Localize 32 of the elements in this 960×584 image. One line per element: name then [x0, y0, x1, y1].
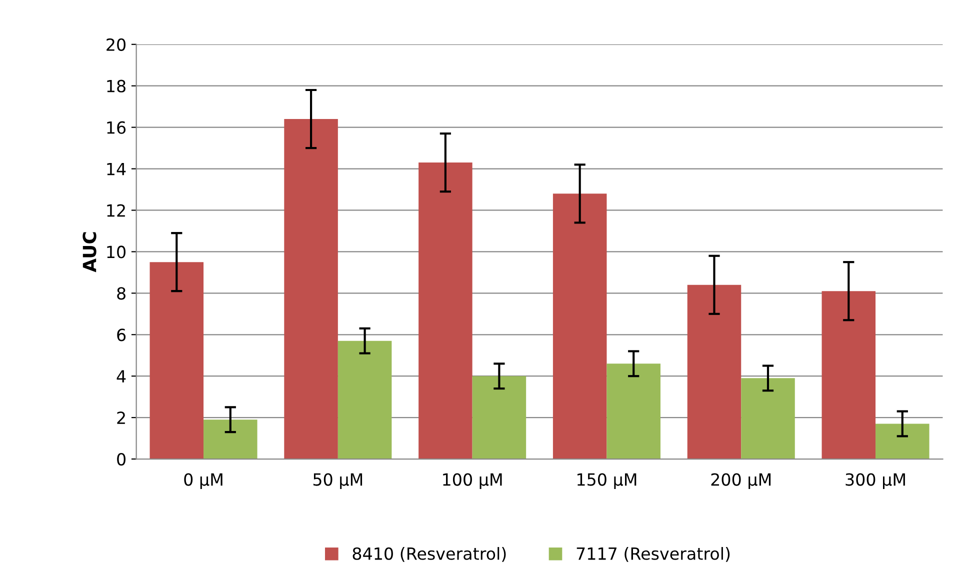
y-tick-label: 18	[107, 80, 126, 92]
bar	[150, 262, 204, 460]
legend-label: 8410 (Resveratrol)	[352, 547, 506, 562]
y-tick-label: 20	[106, 38, 126, 51]
y-axis-title: AUC	[82, 232, 96, 272]
bar	[552, 194, 607, 460]
bar	[284, 119, 338, 460]
legend-label: 7117 (Resveratrol)	[576, 547, 730, 562]
x-tick-label: 200 μM	[711, 473, 771, 490]
x-tick-label: 150 μM	[578, 473, 636, 490]
y-tick-label: 2	[117, 412, 125, 424]
y-tick-label: 12	[107, 204, 125, 217]
x-tick-label: 300 μM	[846, 473, 905, 490]
y-tick-label: 0	[117, 452, 126, 466]
y-tick-label: 6	[117, 328, 126, 342]
bar	[741, 378, 795, 460]
bar	[876, 424, 930, 460]
bar	[687, 284, 742, 460]
y-tick-label: 8	[117, 287, 126, 300]
y-tick-label: 10	[107, 246, 126, 258]
bar	[472, 376, 526, 460]
x-tick-label: 100 μM	[443, 473, 502, 490]
x-tick-label: 0 μM	[184, 473, 222, 490]
bar	[204, 420, 258, 460]
y-tick-label: 14	[107, 162, 126, 176]
x-tick-label: 50 μM	[313, 473, 362, 490]
bar	[822, 291, 876, 460]
bar	[338, 340, 392, 460]
y-tick-label: 16	[107, 121, 126, 134]
bar	[418, 162, 472, 460]
bar	[606, 364, 660, 460]
y-tick-label: 4	[116, 370, 126, 382]
